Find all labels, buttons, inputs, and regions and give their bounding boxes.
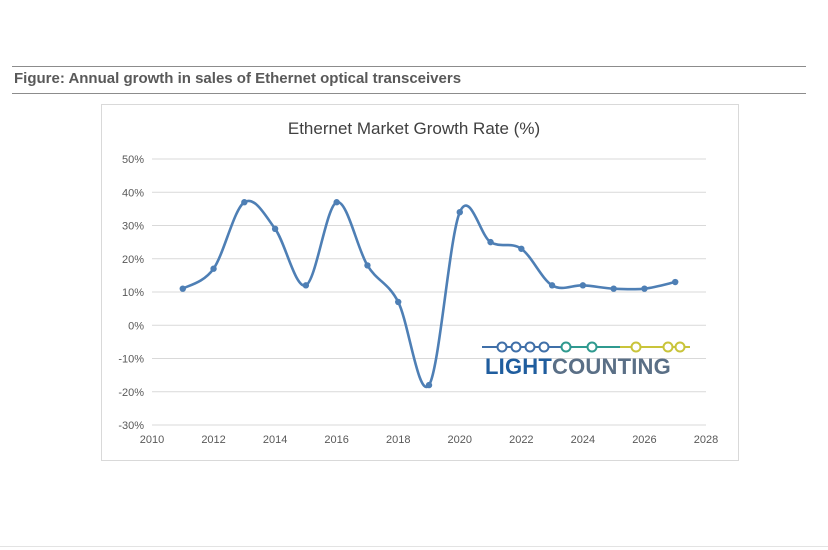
y-tick-label: -10%: [118, 354, 144, 366]
data-point: [333, 199, 340, 206]
page-bottom-rule: [0, 546, 828, 547]
data-point: [579, 282, 587, 289]
chart-frame: Ethernet Market Growth Rate (%) 50% 40% 30…: [101, 104, 739, 461]
figure-caption: Figure: Annual growth in sales of Ethern…: [14, 70, 462, 87]
data-point: [487, 238, 494, 246]
data-point: [641, 285, 648, 292]
x-tick-label: 2010: [140, 434, 164, 446]
x-tick-label: 2022: [509, 434, 533, 446]
x-tick-label: 2024: [571, 434, 595, 446]
x-tick-label: 2020: [448, 434, 472, 446]
caption-bottom-rule: [12, 93, 806, 94]
y-tick-label: 30%: [122, 221, 144, 233]
logo-chain-ring: [538, 341, 550, 353]
y-tick-label: -20%: [118, 387, 144, 399]
lightcounting-logo: LIGHTCOUNTING: [482, 341, 690, 379]
x-tick-label: 2028: [694, 434, 718, 446]
line-chart: Ethernet Market Growth Rate (%) 50% 40% 30…: [118, 119, 718, 446]
logo-chain-ring: [510, 341, 522, 353]
data-point: [179, 285, 186, 292]
logo-chain-ring: [674, 341, 686, 353]
data-point: [364, 262, 371, 269]
logo-text-counting: COUNTING: [552, 354, 671, 379]
data-point: [241, 199, 248, 206]
logo-chain-ring: [662, 341, 674, 353]
y-tick-label: 10%: [122, 287, 144, 299]
y-tick-label: 20%: [122, 254, 144, 266]
x-tick-label: 2012: [201, 434, 225, 446]
chart-title: Ethernet Market Growth Rate (%): [288, 119, 540, 138]
caption-top-rule: [12, 66, 806, 67]
y-tick-labels: 50% 40% 30% 20% 10% 0% -10% -20% -30%: [118, 154, 144, 432]
data-point: [518, 245, 525, 252]
x-tick-label: 2014: [263, 434, 287, 446]
x-tick-label: 2016: [324, 434, 348, 446]
gridlines: [152, 158, 706, 426]
data-point: [271, 225, 279, 233]
data-point: [548, 282, 556, 289]
logo-chain-ring: [630, 341, 642, 353]
logo-chain-ring: [524, 341, 536, 353]
x-tick-label: 2018: [386, 434, 410, 446]
data-point: [672, 278, 679, 286]
data-point: [210, 265, 217, 272]
data-point: [302, 282, 310, 289]
y-tick-label: 0%: [128, 320, 144, 332]
data-point: [395, 298, 402, 306]
data-point: [456, 209, 463, 216]
logo-chain-ring: [586, 341, 598, 353]
x-tick-labels: 2010 2012 2014 2016 2018 2020 2022 2024 2026 2028: [140, 434, 718, 446]
logo-chain-ring: [496, 341, 508, 353]
y-tick-label: -30%: [118, 420, 144, 432]
logo-wordmark: LIGHTCOUNTING: [485, 354, 671, 379]
y-tick-label: 40%: [122, 187, 144, 199]
data-point: [425, 381, 433, 389]
y-tick-label: 50%: [122, 154, 144, 166]
data-points: [179, 199, 679, 389]
data-point: [610, 285, 617, 292]
x-tick-label: 2026: [632, 434, 656, 446]
logo-chain-ring: [560, 341, 572, 353]
logo-chain-icon: [482, 341, 690, 353]
logo-text-light: LIGHT: [485, 354, 552, 379]
